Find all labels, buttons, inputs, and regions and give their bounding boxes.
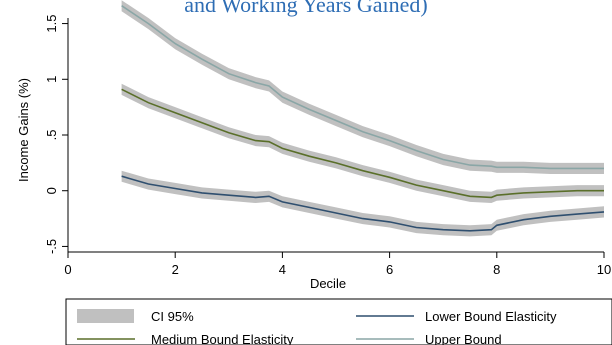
- legend-label-lower-bound: Lower Bound Elasticity: [425, 309, 557, 324]
- legend: CI 95% Lower Bound Elasticity Medium Bou…: [65, 298, 612, 345]
- ci-band-1: [121, 83, 604, 203]
- legend-swatch-ci: [77, 309, 134, 323]
- series-line-0: [121, 175, 605, 232]
- series-line-1: [121, 88, 604, 199]
- chart-title: and Working Years Gained): [184, 0, 427, 17]
- y-tick-label: 1: [44, 76, 59, 83]
- y-tick-label: 1.5: [44, 15, 59, 33]
- legend-label-ci: CI 95%: [151, 309, 194, 324]
- y-tick-label: .5: [44, 130, 59, 141]
- x-tick-label: 8: [493, 262, 500, 277]
- x-tick-label: 10: [597, 262, 611, 277]
- x-tick-label: 0: [64, 262, 71, 277]
- plot-area: 0 2 4 6 8 101.51.50-.5: [44, 0, 611, 277]
- series-line-2: [121, 5, 604, 170]
- x-tick-label: 2: [172, 262, 179, 277]
- legend-label-medium-bound: Medium Bound Elasticity: [151, 332, 294, 345]
- ci-band-0: [121, 170, 604, 237]
- legend-box: [65, 298, 612, 345]
- ci-band-2: [121, 0, 604, 175]
- y-axis-label: Income Gains (%): [16, 78, 31, 182]
- x-tick-label: 4: [279, 262, 286, 277]
- y-tick-label: -.5: [44, 239, 59, 254]
- x-tick-label: 6: [386, 262, 393, 277]
- y-tick-label: 0: [44, 187, 59, 194]
- legend-label-upper-bound: Upper Bound: [425, 332, 502, 345]
- x-axis-label: Decile: [310, 276, 346, 291]
